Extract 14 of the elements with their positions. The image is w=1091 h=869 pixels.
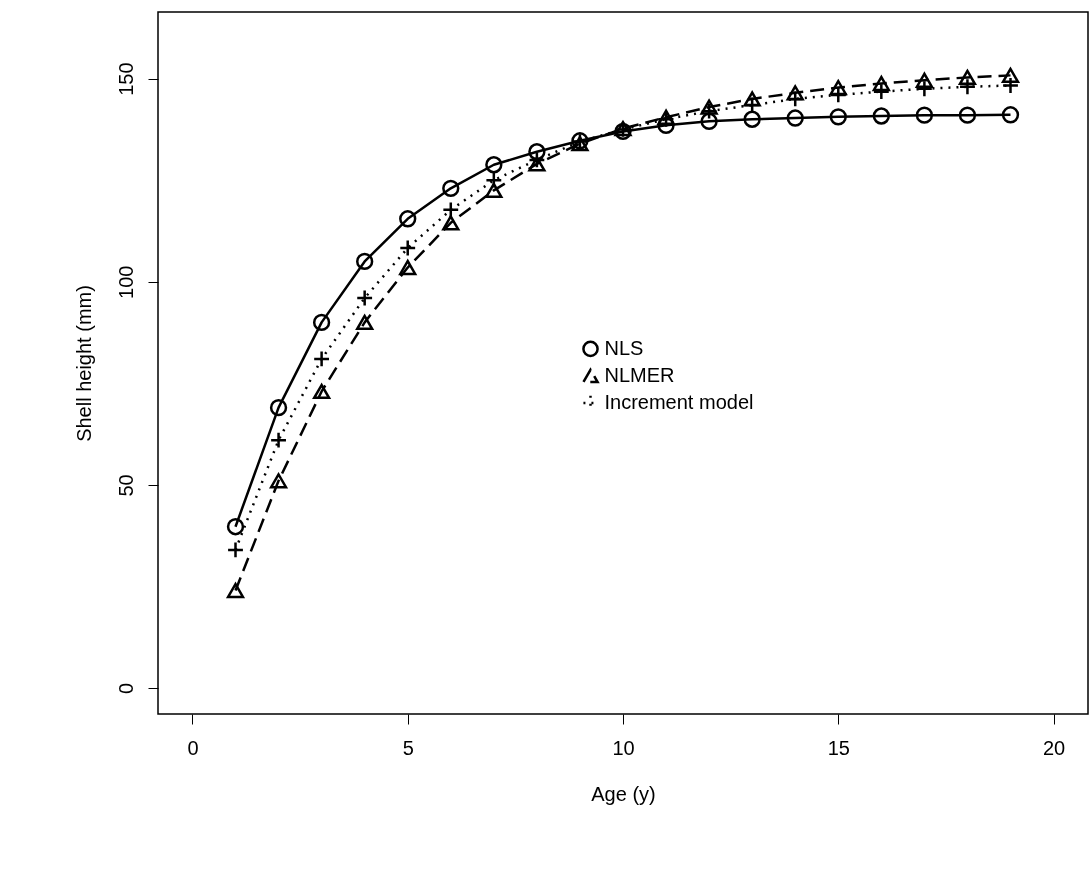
y-tick-label: 150 — [114, 62, 137, 96]
y-tick-label: 50 — [114, 474, 137, 497]
x-tick-label: 15 — [827, 736, 850, 759]
x-tick-label: 5 — [402, 736, 414, 759]
y-tick-label: 100 — [114, 265, 137, 299]
x-tick-label: 20 — [1042, 736, 1066, 759]
x-tick-label: 0 — [187, 736, 199, 759]
legend-label: NLS — [604, 336, 644, 359]
y-axis-title: Shell height (mm) — [72, 285, 95, 442]
legend-label: Increment model — [604, 390, 754, 413]
x-axis-title: Age (y) — [591, 782, 656, 805]
legend-label: NLMER — [604, 363, 675, 386]
x-tick-label: 10 — [612, 736, 635, 759]
y-tick-label: 0 — [114, 682, 137, 695]
